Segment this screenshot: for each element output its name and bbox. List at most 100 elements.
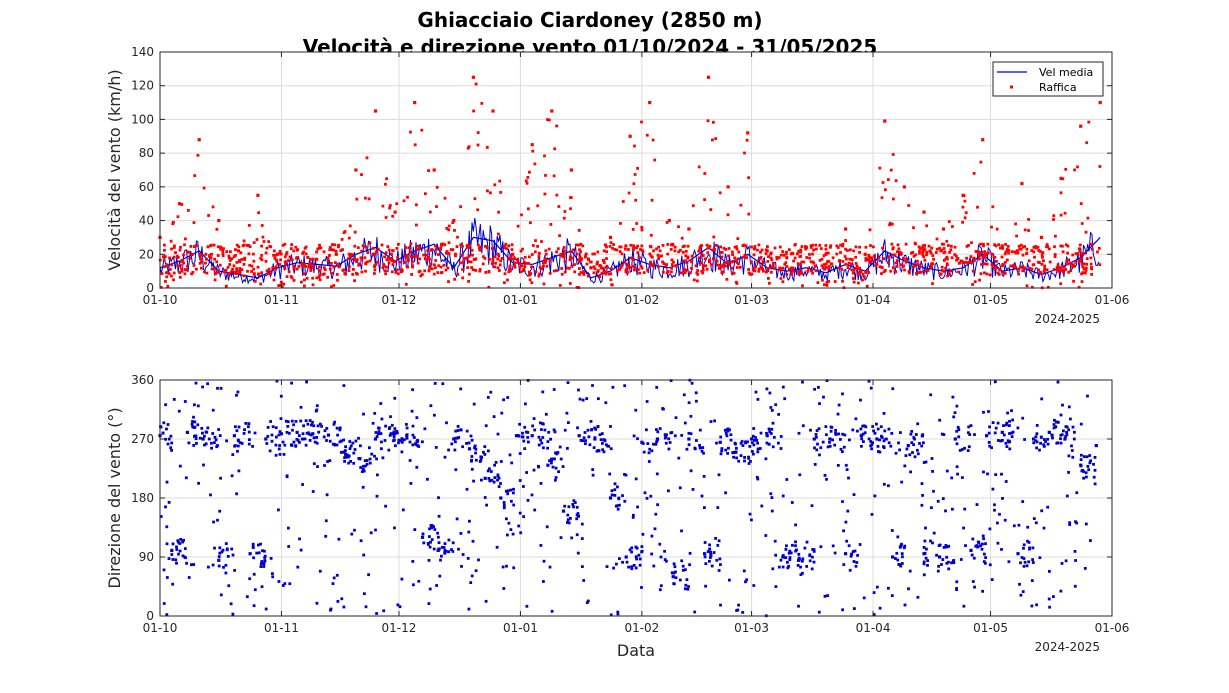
direction-texture-point bbox=[217, 564, 221, 568]
direction-texture-point bbox=[623, 384, 627, 388]
direction-texture-point bbox=[1059, 433, 1063, 437]
raffica-texture-point bbox=[1072, 279, 1075, 283]
direction-texture-point bbox=[741, 611, 745, 614]
direction-texture-point bbox=[304, 443, 308, 447]
raffica-texture-point bbox=[712, 120, 715, 124]
direction-texture-point bbox=[614, 504, 618, 508]
raffica-texture-point bbox=[296, 248, 299, 251]
raffica-texture-point bbox=[798, 255, 802, 258]
raffica-point bbox=[922, 210, 926, 214]
raffica-texture-point bbox=[172, 271, 176, 275]
direction-texture-point bbox=[609, 613, 613, 617]
raffica-texture-point bbox=[811, 260, 815, 264]
direction-texture-point bbox=[852, 493, 856, 496]
raffica-texture-point bbox=[913, 264, 916, 268]
raffica-texture-point bbox=[715, 259, 719, 263]
y-axis-label: Direzione del vento (°) bbox=[105, 407, 124, 588]
direction-texture-point bbox=[1043, 438, 1046, 441]
direction-texture-point bbox=[826, 445, 830, 449]
direction-texture-point bbox=[298, 537, 301, 541]
raffica-texture-point bbox=[694, 264, 698, 268]
direction-texture-point bbox=[703, 541, 707, 544]
direction-texture-point bbox=[421, 532, 425, 536]
raffica-texture-point bbox=[946, 257, 949, 261]
direction-texture-point bbox=[903, 603, 907, 607]
direction-texture-point bbox=[764, 457, 768, 461]
raffica-texture-point bbox=[1087, 120, 1091, 124]
direction-texture-point bbox=[518, 479, 522, 482]
direction-texture-point bbox=[271, 572, 274, 575]
raffica-texture-point bbox=[181, 258, 184, 262]
direction-texture-point bbox=[204, 430, 208, 434]
raffica-texture-point bbox=[516, 224, 520, 228]
raffica-texture-point bbox=[400, 270, 403, 274]
direction-texture-point bbox=[522, 439, 526, 443]
direction-texture-point bbox=[794, 523, 797, 527]
direction-texture-point bbox=[541, 422, 545, 426]
direction-texture-point bbox=[678, 486, 682, 490]
raffica-texture-point bbox=[544, 174, 547, 177]
direction-texture-point bbox=[550, 461, 553, 465]
raffica-texture-point bbox=[547, 118, 551, 122]
raffica-texture-point bbox=[610, 267, 613, 271]
raffica-texture-point bbox=[545, 264, 549, 268]
raffica-texture-point bbox=[699, 261, 703, 265]
raffica-texture-point bbox=[435, 185, 439, 189]
direction-texture-point bbox=[825, 379, 829, 382]
direction-texture-point bbox=[1011, 418, 1014, 422]
direction-texture-point bbox=[790, 501, 794, 504]
direction-texture-point bbox=[853, 549, 857, 553]
direction-texture-point bbox=[837, 432, 841, 436]
direction-texture-point bbox=[416, 443, 419, 447]
raffica-texture-point bbox=[894, 261, 898, 265]
raffica-texture-point bbox=[311, 264, 314, 267]
raffica-texture-point bbox=[889, 168, 893, 172]
raffica-texture-point bbox=[469, 260, 473, 264]
raffica-texture-point bbox=[771, 262, 775, 266]
direction-texture-point bbox=[878, 438, 881, 442]
raffica-texture-point bbox=[558, 234, 561, 238]
raffica-texture-point bbox=[686, 255, 689, 259]
direction-texture-point bbox=[482, 450, 485, 454]
direction-texture-point bbox=[235, 393, 238, 397]
raffica-texture-point bbox=[1019, 247, 1023, 251]
raffica-texture-point bbox=[163, 255, 167, 258]
raffica-texture-point bbox=[255, 238, 259, 241]
raffica-texture-point bbox=[1079, 259, 1083, 263]
raffica-texture-point bbox=[887, 178, 890, 181]
raffica-texture-point bbox=[777, 256, 781, 259]
direction-texture-point bbox=[717, 569, 721, 572]
raffica-texture-point bbox=[199, 257, 202, 261]
direction-texture-point bbox=[447, 550, 450, 554]
direction-texture-point bbox=[1016, 426, 1020, 430]
raffica-texture-point bbox=[323, 268, 327, 271]
raffica-texture-point bbox=[947, 220, 951, 223]
raffica-texture-point bbox=[453, 277, 457, 281]
direction-texture-point bbox=[359, 539, 363, 543]
raffica-texture-point bbox=[938, 246, 942, 250]
direction-texture-point bbox=[613, 488, 617, 492]
raffica-texture-point bbox=[759, 250, 762, 254]
raffica-texture-point bbox=[376, 260, 379, 264]
raffica-texture-point bbox=[1071, 253, 1075, 257]
direction-texture-point bbox=[841, 450, 844, 453]
direction-texture-point bbox=[839, 438, 842, 441]
raffica-texture-point bbox=[682, 259, 685, 263]
direction-texture-point bbox=[803, 546, 807, 550]
raffica-texture-point bbox=[292, 249, 296, 253]
direction-texture-point bbox=[958, 449, 962, 452]
direction-texture-point bbox=[777, 441, 780, 445]
raffica-texture-point bbox=[916, 259, 919, 263]
raffica-texture-point bbox=[680, 236, 684, 240]
raffica-texture-point bbox=[315, 276, 319, 280]
raffica-texture-point bbox=[1071, 265, 1074, 268]
raffica-texture-point bbox=[720, 271, 724, 275]
direction-texture-point bbox=[640, 545, 644, 548]
direction-texture-point bbox=[1035, 424, 1039, 427]
raffica-texture-point bbox=[830, 262, 834, 266]
raffica-texture-point bbox=[185, 250, 189, 254]
raffica-texture-point bbox=[839, 243, 842, 247]
direction-texture-point bbox=[539, 482, 543, 485]
raffica-texture-point bbox=[160, 272, 164, 275]
raffica-texture-point bbox=[891, 153, 895, 156]
